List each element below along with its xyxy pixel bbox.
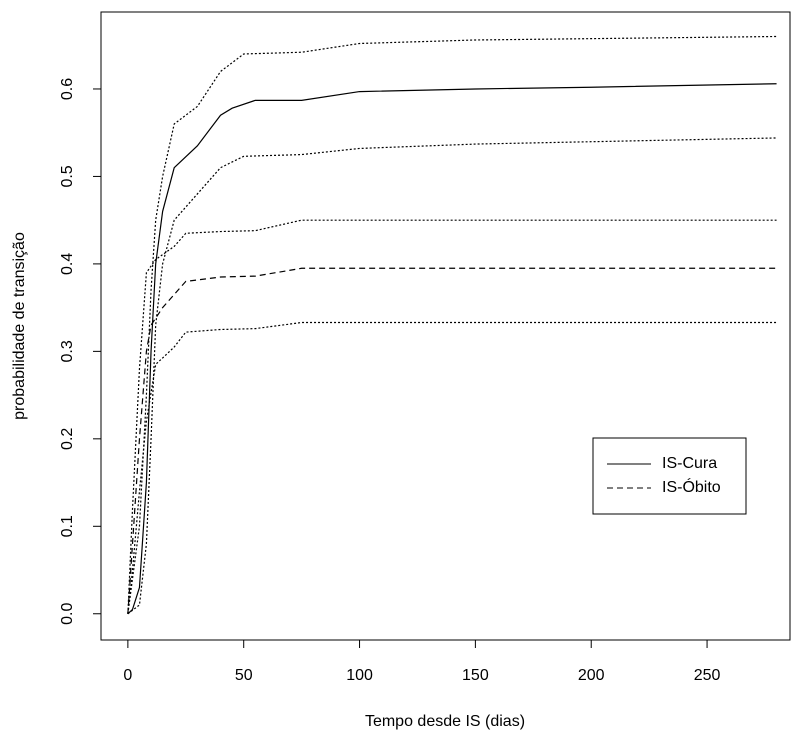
y-axis-title: probabilidade de transição bbox=[11, 232, 28, 420]
x-tick-label: 250 bbox=[694, 667, 721, 684]
x-tick-label: 50 bbox=[235, 667, 253, 684]
line-series bbox=[127, 83, 777, 615]
y-tick-label: 0.2 bbox=[59, 428, 76, 450]
x-axis-title: Tempo desde IS (dias) bbox=[365, 713, 525, 730]
legend-box bbox=[592, 437, 747, 515]
y-tick-label: 0.3 bbox=[59, 340, 76, 362]
y-tick-label: 0.1 bbox=[59, 515, 76, 537]
line-series bbox=[127, 35, 777, 614]
legend-label: IS-Óbito bbox=[662, 477, 721, 496]
y-tick-label: 0.6 bbox=[59, 78, 76, 100]
line-series bbox=[127, 137, 777, 615]
legend-label: IS-Cura bbox=[662, 455, 717, 472]
x-tick-label: 200 bbox=[578, 667, 605, 684]
y-tick-label: 0.5 bbox=[59, 165, 76, 187]
x-tick-label: 100 bbox=[346, 667, 373, 684]
y-tick-label: 0.0 bbox=[59, 603, 76, 625]
x-tick-label: 0 bbox=[123, 667, 132, 684]
line-series bbox=[127, 267, 777, 614]
line-series bbox=[127, 321, 777, 614]
line-series bbox=[127, 219, 777, 614]
plot-frame bbox=[100, 11, 791, 641]
y-tick-label: 0.4 bbox=[59, 253, 76, 275]
x-tick-label: 150 bbox=[462, 667, 489, 684]
